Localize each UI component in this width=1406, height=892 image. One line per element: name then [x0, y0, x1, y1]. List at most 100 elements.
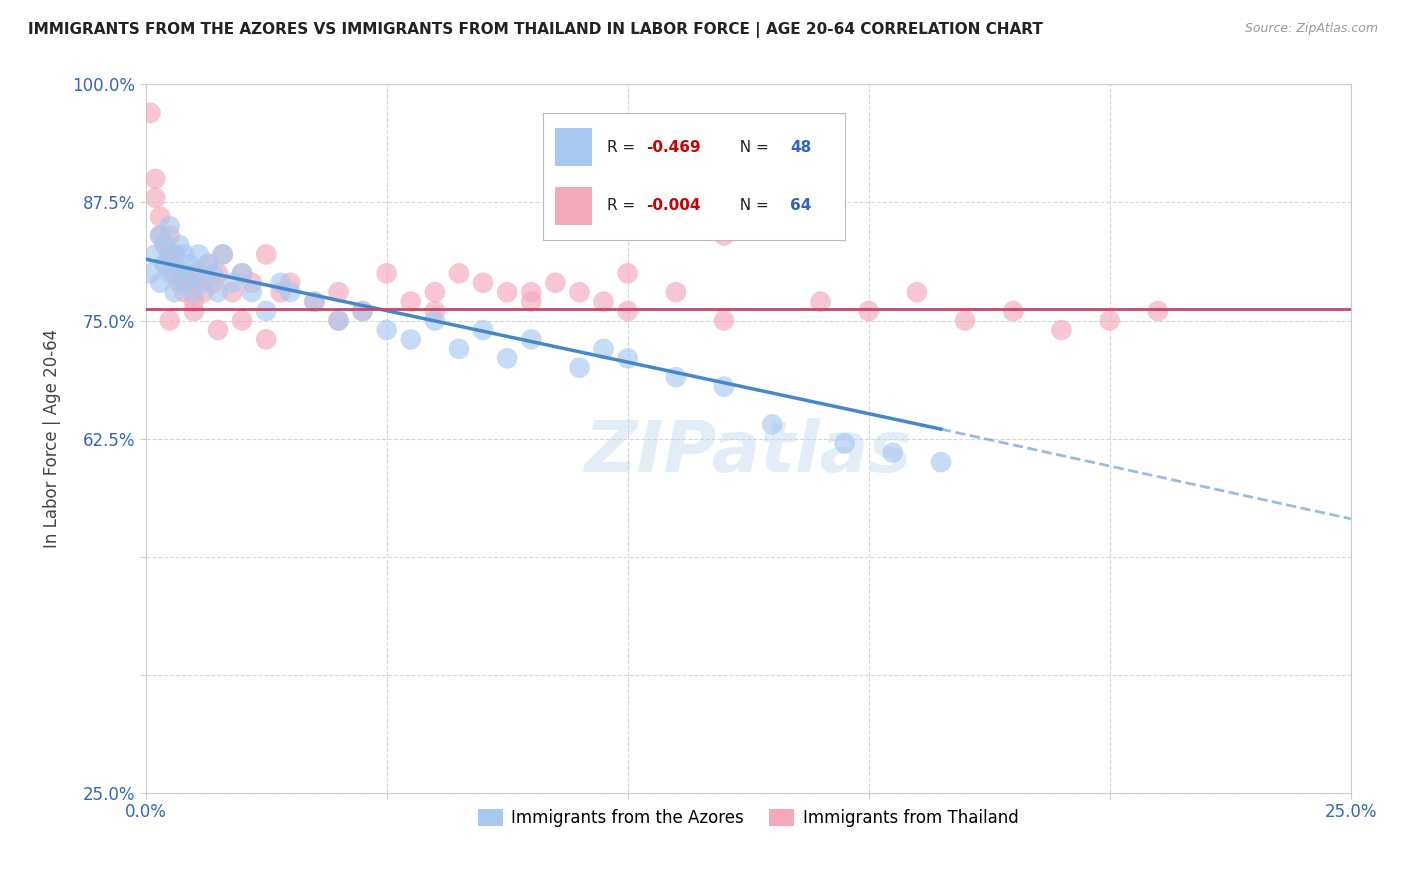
Point [713, 313, 735, 327]
Point [399, 332, 422, 346]
Point [352, 304, 374, 318]
Point [423, 285, 446, 300]
Point [328, 285, 350, 300]
Point [447, 342, 470, 356]
Point [520, 294, 543, 309]
Point [183, 266, 205, 280]
Point [304, 294, 326, 309]
Point [159, 266, 181, 280]
Text: IMMIGRANTS FROM THE AZORES VS IMMIGRANTS FROM THAILAND IN LABOR FORCE | AGE 20-6: IMMIGRANTS FROM THE AZORES VS IMMIGRANTS… [28, 22, 1043, 38]
Point [568, 360, 591, 375]
Point [592, 294, 614, 309]
Point [173, 247, 195, 261]
Point [193, 276, 215, 290]
Point [472, 276, 495, 290]
Point [149, 228, 172, 243]
Point [231, 313, 253, 327]
Point [153, 238, 176, 252]
Point [231, 266, 253, 280]
Point [183, 276, 205, 290]
Point [143, 247, 166, 261]
Point [304, 294, 326, 309]
Point [153, 257, 176, 271]
Point [207, 285, 229, 300]
Point [929, 455, 952, 469]
Point [163, 285, 186, 300]
Point [173, 285, 195, 300]
Point [592, 342, 614, 356]
Point [1050, 323, 1073, 337]
Point [149, 228, 172, 243]
Point [616, 304, 638, 318]
Point [139, 105, 162, 120]
Point [270, 285, 292, 300]
Point [544, 276, 567, 290]
Point [153, 238, 176, 252]
Point [568, 285, 591, 300]
Point [211, 247, 233, 261]
Point [254, 304, 277, 318]
Text: Source: ZipAtlas.com: Source: ZipAtlas.com [1244, 22, 1378, 36]
Point [177, 257, 200, 271]
Point [173, 266, 195, 280]
Text: ZIPatlas: ZIPatlas [585, 418, 912, 487]
Point [665, 370, 688, 384]
Point [278, 276, 301, 290]
Point [183, 285, 205, 300]
Point [472, 323, 495, 337]
Point [399, 294, 422, 309]
Point [183, 294, 205, 309]
Point [197, 257, 219, 271]
Point [616, 351, 638, 366]
Point [143, 172, 166, 186]
Point [163, 247, 186, 261]
Point [520, 285, 543, 300]
Point [713, 379, 735, 393]
Point [375, 266, 398, 280]
Point [240, 276, 263, 290]
Point [1147, 304, 1170, 318]
Point [187, 266, 209, 280]
Point [375, 323, 398, 337]
Point [221, 285, 243, 300]
Point [169, 276, 191, 290]
Point [207, 266, 229, 280]
Point [278, 285, 301, 300]
Point [159, 313, 181, 327]
Point [159, 247, 181, 261]
Point [953, 313, 976, 327]
Point [159, 228, 181, 243]
Point [254, 332, 277, 346]
Point [858, 304, 880, 318]
Point [187, 247, 209, 261]
Point [163, 266, 186, 280]
Point [616, 266, 638, 280]
Point [173, 276, 195, 290]
Point [1002, 304, 1025, 318]
Point [352, 304, 374, 318]
Point [139, 266, 162, 280]
Point [761, 417, 783, 432]
Point [231, 266, 253, 280]
Point [328, 313, 350, 327]
Point [159, 219, 181, 233]
Point [221, 276, 243, 290]
Point [254, 247, 277, 261]
Point [882, 446, 904, 460]
Point [169, 238, 191, 252]
Point [423, 304, 446, 318]
Point [423, 313, 446, 327]
Point [211, 247, 233, 261]
Point [177, 276, 200, 290]
Point [270, 276, 292, 290]
Point [496, 285, 519, 300]
Point [169, 266, 191, 280]
Point [143, 191, 166, 205]
Point [202, 266, 225, 280]
Point [905, 285, 928, 300]
Point [240, 285, 263, 300]
Y-axis label: In Labor Force | Age 20-64: In Labor Force | Age 20-64 [44, 329, 60, 548]
Point [149, 276, 172, 290]
Point [202, 276, 225, 290]
Legend: Immigrants from the Azores, Immigrants from Thailand: Immigrants from the Azores, Immigrants f… [471, 803, 1025, 834]
